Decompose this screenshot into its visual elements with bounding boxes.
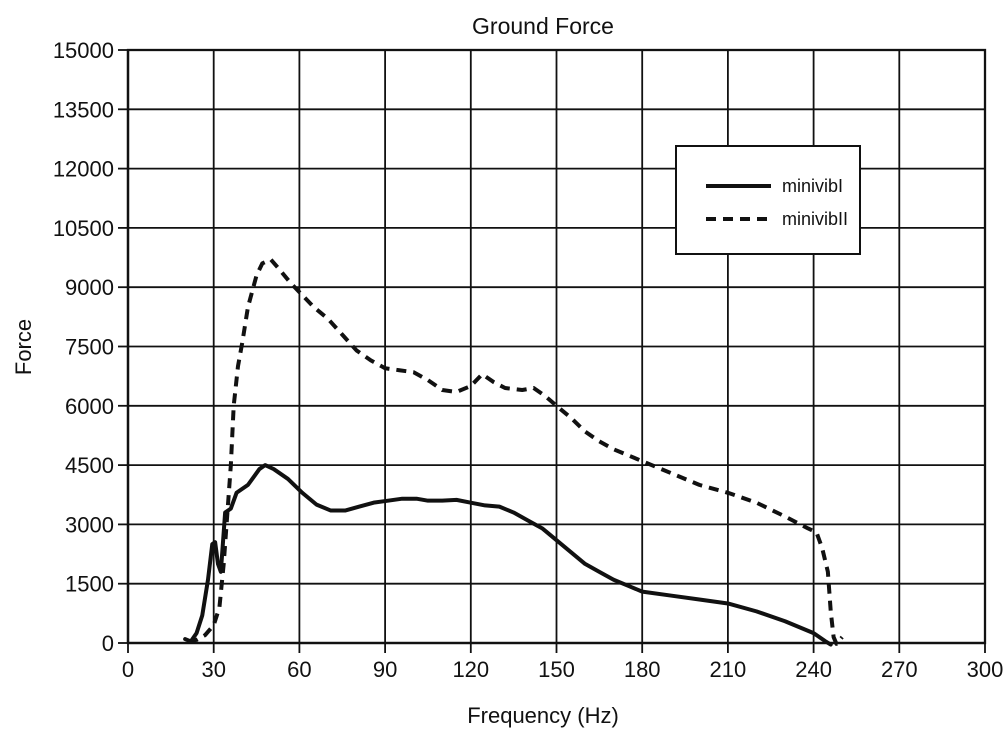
- y-tick-label: 7500: [65, 335, 114, 360]
- legend-box: [675, 145, 861, 255]
- y-tick-label: 13500: [53, 97, 114, 122]
- chart-title: Ground Force: [472, 13, 614, 39]
- legend: minivibI minivibII: [675, 145, 861, 255]
- x-tick-label: 210: [710, 657, 747, 682]
- x-tick-label: 120: [452, 657, 489, 682]
- y-tick-label: 9000: [65, 275, 114, 300]
- x-tick-label: 240: [795, 657, 832, 682]
- y-tick-label: 1500: [65, 572, 114, 597]
- x-tick-label: 90: [373, 657, 397, 682]
- y-axis-label: Force: [11, 319, 36, 375]
- legend-label: minivibI: [782, 176, 843, 196]
- y-tick-label: 3000: [65, 512, 114, 537]
- y-tick-label: 6000: [65, 394, 114, 419]
- plot-frame: [126, 48, 987, 645]
- legend-label: minivibII: [782, 209, 848, 229]
- y-tick-label: 4500: [65, 453, 114, 478]
- y-tick-label: 15000: [53, 38, 114, 63]
- series-layer: [183, 257, 844, 647]
- y-tick-label: 10500: [53, 216, 114, 241]
- x-tick-label: 270: [881, 657, 918, 682]
- series-line-minivibI: [183, 463, 833, 647]
- y-tick-label: 0: [102, 631, 114, 656]
- x-tick-label: 150: [538, 657, 575, 682]
- x-tick-label: 0: [122, 657, 134, 682]
- x-tick-label: 30: [201, 657, 225, 682]
- grid-layer: [126, 49, 986, 645]
- x-tick-label: 60: [287, 657, 311, 682]
- x-tick-label: 180: [624, 657, 661, 682]
- series-line-minivibII: [187, 257, 844, 646]
- y-tick-label: 12000: [53, 157, 114, 182]
- axis-layer: 0 30 60 90 120 150 180 210 240 270 300015003000450…: [53, 38, 1004, 682]
- x-axis-label: Frequency (Hz): [467, 703, 619, 728]
- x-tick-label: 300: [967, 657, 1004, 682]
